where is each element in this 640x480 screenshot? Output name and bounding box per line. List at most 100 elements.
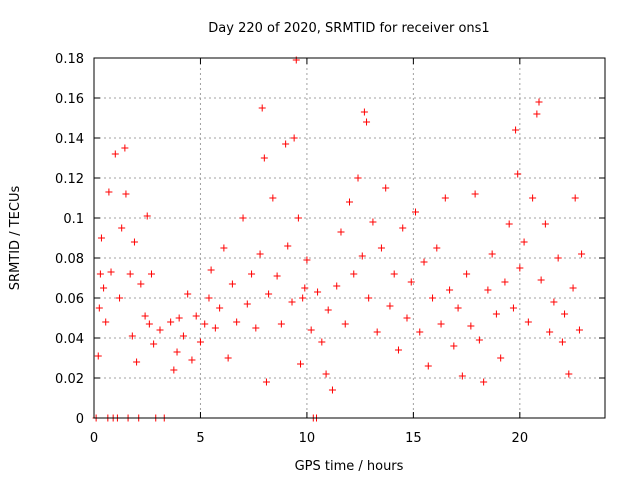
y-tick-label: 0.1 bbox=[63, 212, 84, 227]
data-point bbox=[318, 338, 326, 346]
data-point bbox=[220, 244, 228, 252]
data-point bbox=[303, 256, 311, 264]
data-point bbox=[211, 324, 219, 332]
data-point bbox=[143, 212, 151, 220]
data-point bbox=[546, 328, 554, 336]
data-point bbox=[382, 184, 390, 192]
data-point bbox=[373, 328, 381, 336]
y-tick-label: 0.12 bbox=[55, 172, 84, 187]
data-point bbox=[179, 332, 187, 340]
data-point bbox=[277, 320, 285, 328]
data-point bbox=[105, 188, 113, 196]
data-point bbox=[561, 310, 569, 318]
x-axis-label: GPS time / hours bbox=[295, 459, 404, 474]
chart-title: Day 220 of 2020, SRMTID for receiver ons… bbox=[208, 21, 489, 36]
data-point bbox=[324, 306, 332, 314]
data-point bbox=[167, 318, 175, 326]
data-point bbox=[346, 198, 353, 206]
data-point bbox=[558, 338, 566, 346]
data-point bbox=[520, 238, 528, 246]
data-point bbox=[437, 320, 445, 328]
data-point bbox=[282, 140, 290, 148]
data-point bbox=[480, 378, 488, 386]
data-point bbox=[433, 244, 441, 252]
data-point bbox=[446, 286, 454, 294]
data-point bbox=[429, 294, 437, 302]
data-point bbox=[102, 318, 110, 326]
data-point bbox=[130, 238, 138, 246]
data-point bbox=[424, 362, 432, 370]
data-point bbox=[492, 310, 500, 318]
data-point bbox=[122, 190, 130, 198]
data-point bbox=[458, 372, 466, 380]
data-point bbox=[337, 228, 345, 236]
data-point bbox=[350, 270, 358, 278]
data-point bbox=[535, 98, 543, 106]
data-point bbox=[307, 326, 315, 334]
y-tick-label: 0.04 bbox=[55, 332, 84, 347]
data-point bbox=[228, 280, 236, 288]
data-point bbox=[233, 318, 241, 326]
data-point bbox=[288, 298, 296, 306]
data-point bbox=[96, 270, 104, 278]
data-point bbox=[497, 354, 505, 362]
data-point bbox=[173, 348, 181, 356]
data-point bbox=[196, 338, 204, 346]
data-point bbox=[224, 354, 232, 362]
data-point bbox=[358, 252, 366, 260]
data-point bbox=[509, 304, 517, 312]
data-point bbox=[403, 314, 411, 322]
y-tick-label: 0.06 bbox=[55, 292, 84, 307]
x-tick-label: 20 bbox=[512, 431, 529, 446]
data-point bbox=[116, 294, 124, 302]
data-point bbox=[256, 250, 264, 258]
data-point bbox=[454, 304, 462, 312]
data-point bbox=[565, 370, 573, 378]
data-point bbox=[294, 214, 302, 222]
data-point bbox=[201, 320, 209, 328]
data-point bbox=[484, 286, 492, 294]
data-point bbox=[467, 322, 475, 330]
data-point bbox=[450, 342, 458, 350]
data-point bbox=[126, 270, 134, 278]
data-point bbox=[524, 318, 532, 326]
data-point bbox=[420, 258, 428, 266]
tick-labels: 0 0.02 0.04 0.06 0.08 0.1 0.12 0.14 0.16 0.18 0 5 10… bbox=[55, 52, 528, 446]
data-point bbox=[121, 144, 129, 152]
data-point bbox=[145, 320, 153, 328]
data-point bbox=[569, 284, 577, 292]
data-point bbox=[541, 220, 549, 228]
data-point bbox=[471, 190, 479, 198]
x-tick-label: 10 bbox=[299, 431, 316, 446]
data-point bbox=[239, 214, 247, 222]
data-point bbox=[501, 278, 509, 286]
data-point bbox=[537, 276, 545, 284]
data-point bbox=[529, 194, 537, 202]
data-point bbox=[322, 370, 330, 378]
data-point bbox=[133, 358, 141, 366]
data-point bbox=[260, 154, 268, 162]
data-point bbox=[297, 360, 305, 368]
data-point bbox=[290, 134, 298, 142]
x-tick-label: 5 bbox=[196, 431, 204, 446]
data-point bbox=[207, 266, 215, 274]
data-point bbox=[341, 320, 349, 328]
data-point bbox=[156, 326, 164, 334]
y-tick-label: 0.14 bbox=[55, 132, 84, 147]
data-point bbox=[394, 346, 402, 354]
y-tick-label: 0 bbox=[76, 412, 84, 427]
data-point bbox=[571, 194, 579, 202]
y-tick-label: 0.08 bbox=[55, 252, 84, 267]
data-point bbox=[554, 254, 562, 262]
data-point bbox=[399, 224, 407, 232]
data-point bbox=[141, 312, 149, 320]
data-point bbox=[107, 268, 115, 276]
data-point bbox=[128, 332, 136, 340]
data-point bbox=[533, 110, 541, 118]
data-point bbox=[192, 312, 200, 320]
y-tick-label: 0.02 bbox=[55, 372, 84, 387]
data-point bbox=[265, 290, 273, 298]
data-point bbox=[314, 288, 322, 296]
data-point bbox=[416, 328, 424, 336]
